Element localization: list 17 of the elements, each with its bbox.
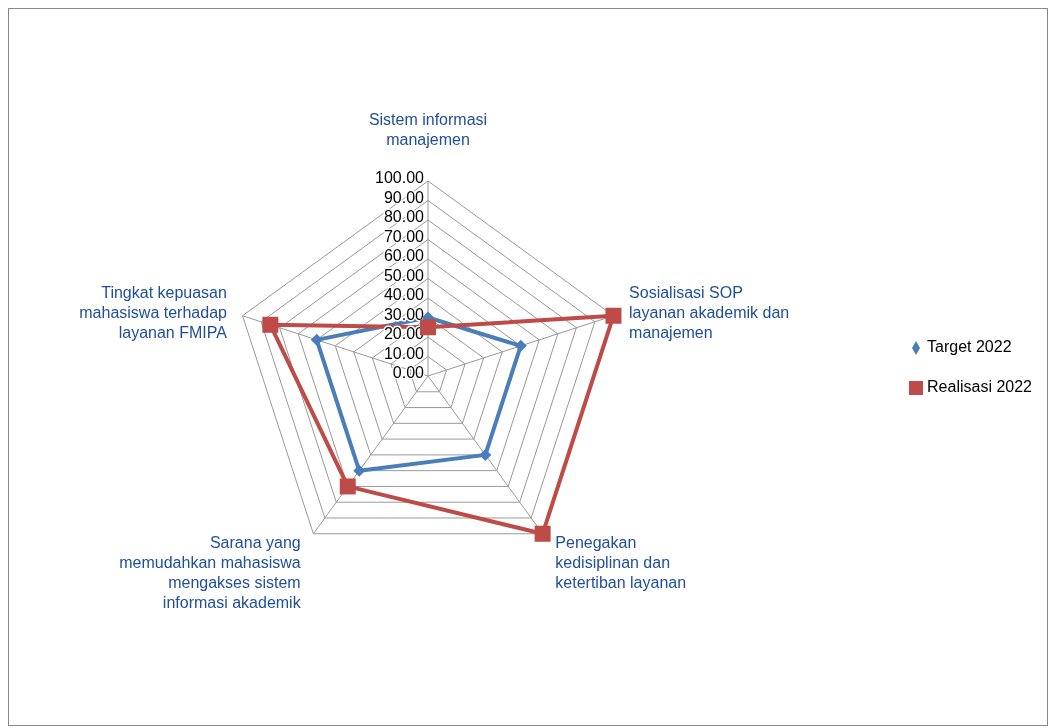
spoke-label: Tingkat kepuasan mahasiswa terhadap layanan FMIPA	[79, 284, 228, 342]
y-tick-label: 80.00	[383, 208, 425, 225]
y-tick-label: 50.00	[383, 266, 425, 284]
y-tick-label: 30.00	[383, 305, 425, 323]
y-tick-label: 100.00	[375, 169, 425, 186]
y-tick-label: 0.00	[392, 364, 425, 381]
y-tick-label: 10.00	[383, 344, 425, 362]
legend-label: Realisasi 2022	[927, 378, 1032, 395]
spoke-label: Sarana yang memudahkan mahasiswa mengakses sistem informasi akademik	[119, 534, 302, 612]
spoke-label: Penegakan kedisiplinan dan ketertiban layanan	[555, 534, 687, 592]
y-tick-label: 40.00	[383, 286, 425, 303]
y-tick-label: 70.00	[383, 227, 425, 245]
y-tick-label: 60.00	[383, 247, 425, 264]
spoke-label: Sistem informasi manajemen	[368, 111, 488, 148]
legend-label: Target 2022	[927, 338, 1012, 355]
spoke-label: Sosialisasi SOP layanan akademik dan manajemen	[629, 284, 790, 342]
y-tick-label: 90.00	[383, 188, 425, 206]
